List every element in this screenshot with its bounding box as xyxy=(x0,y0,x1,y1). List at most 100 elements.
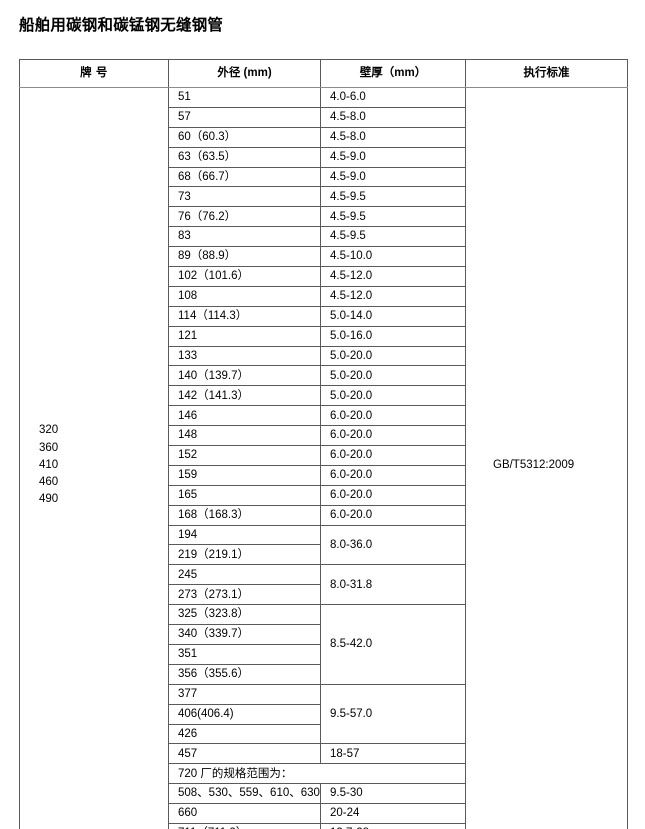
outer-diameter-value: 121 xyxy=(178,329,198,342)
wall-thickness-value: 5.0-20.0 xyxy=(330,389,373,402)
wall-thickness-cell: 9.5-57.0 xyxy=(320,683,466,745)
wall-thickness-cell: 9.5-30 xyxy=(320,783,466,805)
outer-diameter-value: 108 xyxy=(178,290,198,303)
wall-thickness-cell: 8.5-42.0 xyxy=(320,604,466,685)
outer-diameter-cell: 89（88.9） xyxy=(168,246,321,268)
outer-diameter-cell: 711（711.2） xyxy=(168,823,321,829)
outer-diameter-value: 89（88.9） xyxy=(178,250,237,263)
wall-thickness-cell: 6.0-20.0 xyxy=(320,405,466,427)
outer-diameter-cell: 73 xyxy=(168,186,321,208)
wall-thickness-cell: 4.5-9.0 xyxy=(320,166,466,188)
wall-thickness-cell: 12.7-28 xyxy=(320,823,466,829)
outer-diameter-cell: 140（139.7） xyxy=(168,365,321,387)
outer-diameter-cell: 159 xyxy=(168,464,321,486)
outer-diameter-cell: 57 xyxy=(168,106,321,128)
standard-cell: GB/T5312:2009 xyxy=(465,87,628,829)
wall-thickness-value: 4.5-9.5 xyxy=(330,210,366,223)
spec-table-container: 牌 号 外径 (mm) 壁厚（mm） 执行标准 320 360 410 460 490 5… xyxy=(19,59,628,829)
wall-thickness-cell: 20-24 xyxy=(320,803,466,825)
table-row: 108 4.5-12.0 xyxy=(20,285,628,307)
wall-thickness-cell: 18-57 xyxy=(320,743,466,765)
wall-thickness-value: 4.5-9.5 xyxy=(330,190,366,203)
outer-diameter-value: 273（273.1） xyxy=(178,588,249,601)
outer-diameter-cell: 325（323.8） xyxy=(168,604,321,626)
wall-thickness-value: 8.5-42.0 xyxy=(330,638,373,651)
note-text: 720 厂的规格范围为： xyxy=(178,767,293,780)
outer-diameter-cell: 121 xyxy=(168,325,321,347)
outer-diameter-cell: 245 xyxy=(168,564,321,586)
outer-diameter-cell: 83 xyxy=(168,226,321,248)
wall-thickness-value: 4.5-9.0 xyxy=(330,150,366,163)
wall-thickness-value: 6.0-20.0 xyxy=(330,449,373,462)
wall-thickness-cell: 4.5-9.5 xyxy=(320,226,466,248)
outer-diameter-cell: 148 xyxy=(168,425,321,447)
outer-diameter-value: 325（323.8） xyxy=(178,608,249,621)
outer-diameter-cell: 114（114.3） xyxy=(168,305,321,327)
table-row: 320 360 410 460 490 51 4.0-6.0 GB/T5312:2009 xyxy=(19,87,628,829)
outer-diameter-cell: 406(406.4) xyxy=(168,703,321,725)
table-row: 356（355.6） xyxy=(20,663,628,685)
table-row: 148 6.0-20.0 xyxy=(20,425,628,447)
outer-diameter-cell: 168（168.3） xyxy=(168,504,321,526)
wall-thickness-value: 6.0-20.0 xyxy=(330,489,373,502)
outer-diameter-cell: 356（355.6） xyxy=(168,663,321,685)
wall-thickness-cell: 8.0-31.8 xyxy=(320,564,466,606)
outer-diameter-value: 146 xyxy=(178,409,198,422)
table-row: 133 5.0-20.0 xyxy=(20,345,628,367)
wall-thickness-value: 6.0-20.0 xyxy=(330,508,373,521)
wall-thickness-cell: 6.0-20.0 xyxy=(320,425,466,447)
outer-diameter-value: 159 xyxy=(178,469,198,482)
table-row: 83 4.5-9.5 xyxy=(20,226,628,248)
wall-thickness-cell: 4.5-8.0 xyxy=(320,126,466,148)
table-header-row: 牌 号 外径 (mm) 壁厚（mm） 执行标准 xyxy=(19,59,628,88)
note-cell: 720 厂的规格范围为： xyxy=(168,763,466,785)
grade-value: 410 xyxy=(39,458,59,471)
outer-diameter-value: 57 xyxy=(178,111,191,124)
grade-value: 360 xyxy=(39,441,59,454)
steel-pipe-spec-table: 牌 号 外径 (mm) 壁厚（mm） 执行标准 320 360 410 460 490 5… xyxy=(19,59,628,829)
outer-diameter-value: 194 xyxy=(178,528,198,541)
table-row: 63（63.5） 4.5-9.0 xyxy=(20,146,628,168)
wall-thickness-value: 9.5-57.0 xyxy=(330,707,373,720)
wall-thickness-cell: 4.5-9.5 xyxy=(320,186,466,208)
wall-thickness-cell: 4.5-9.0 xyxy=(320,146,466,168)
wall-thickness-value: 5.0-20.0 xyxy=(330,369,373,382)
wall-thickness-value: 6.0-20.0 xyxy=(330,409,373,422)
outer-diameter-cell: 351 xyxy=(168,643,321,665)
outer-diameter-cell: 340（339.7） xyxy=(168,624,321,645)
outer-diameter-value: 83 xyxy=(178,230,191,243)
outer-diameter-value: 142（141.3） xyxy=(178,389,249,402)
grade-value: 320 xyxy=(39,424,59,437)
outer-diameter-value: 60（60.3） xyxy=(178,131,237,144)
wall-thickness-value: 9.5-30 xyxy=(330,787,363,800)
wall-thickness-cell: 4.0-6.0 xyxy=(320,87,466,108)
wall-thickness-value: 5.0-16.0 xyxy=(330,329,373,342)
outer-diameter-value: 377 xyxy=(178,687,198,700)
wall-thickness-value: 4.0-6.0 xyxy=(330,91,366,104)
table-row: 73 4.5-9.5 xyxy=(20,186,628,208)
grade-list: 320 360 410 460 490 xyxy=(20,422,168,508)
grade-value: 460 xyxy=(39,476,59,489)
table-row: 152 6.0-20.0 xyxy=(20,445,628,466)
outer-diameter-value: 219（219.1） xyxy=(178,548,249,561)
outer-diameter-cell: 273（273.1） xyxy=(168,584,321,606)
wall-thickness-value: 20-24 xyxy=(330,807,360,820)
table-row: 273（273.1） xyxy=(20,584,628,606)
outer-diameter-cell: 165 xyxy=(168,484,321,506)
wall-thickness-cell: 6.0-20.0 xyxy=(320,464,466,486)
column-header-outer-diameter: 外径 (mm) xyxy=(168,59,321,88)
outer-diameter-cell: 60（60.3） xyxy=(168,126,321,148)
outer-diameter-value: 133 xyxy=(178,349,198,362)
wall-thickness-cell: 5.0-20.0 xyxy=(320,385,466,407)
outer-diameter-cell: 152 xyxy=(168,445,321,466)
outer-diameter-value: 406(406.4) xyxy=(178,707,234,720)
table-row: 89（88.9） 4.5-10.0 xyxy=(20,246,628,268)
wall-thickness-cell: 4.5-9.5 xyxy=(320,206,466,228)
wall-thickness-cell: 4.5-10.0 xyxy=(320,246,466,268)
wall-thickness-value: 4.5-8.0 xyxy=(330,131,366,144)
wall-thickness-cell: 6.0-20.0 xyxy=(320,504,466,526)
table-row: 340（339.7） xyxy=(20,624,628,645)
column-header-grade: 牌 号 xyxy=(19,59,169,88)
outer-diameter-cell: 133 xyxy=(168,345,321,367)
